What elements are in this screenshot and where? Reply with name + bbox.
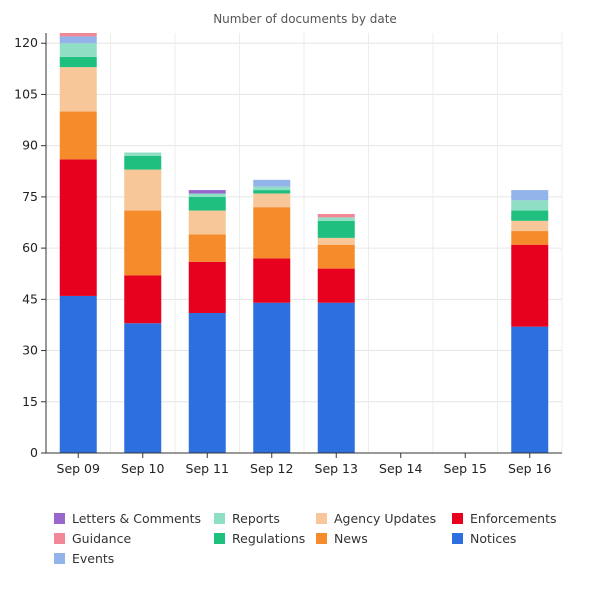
legend-label: Letters & Comments — [72, 510, 202, 526]
x-tick-label: Sep 10 — [121, 461, 164, 476]
bar-segment-news — [59, 111, 97, 160]
bar-segment-news — [511, 231, 549, 245]
legend-item-guidance[interactable]: Guidance — [54, 530, 214, 546]
bar-segment-regulations — [317, 220, 355, 238]
bar-segment-regulations — [59, 56, 97, 68]
bar-segment-agency-updates — [317, 237, 355, 245]
x-tick-label: Sep 14 — [379, 461, 422, 476]
bar-segment-agency-updates — [188, 210, 226, 235]
bar-segment-enforcements — [59, 159, 97, 296]
bar-segment-events — [511, 190, 549, 201]
legend-item-news[interactable]: News — [316, 530, 452, 546]
bar-segment-reports — [511, 200, 549, 211]
bar-segment-notices — [511, 326, 549, 453]
legend-item-enforcements[interactable]: Enforcements — [452, 510, 572, 526]
y-tick-label: 75 — [22, 189, 38, 204]
legend-item-events[interactable]: Events — [54, 550, 214, 566]
x-tick-label: Sep 09 — [57, 461, 100, 476]
legend-item-regulations[interactable]: Regulations — [214, 530, 316, 546]
y-tick-label: 15 — [22, 394, 38, 409]
legend-label: Guidance — [72, 530, 132, 546]
bar-segment-news — [124, 210, 162, 276]
legend-swatch — [54, 532, 65, 544]
bar-segment-reports — [253, 186, 291, 191]
bar-segment-news — [317, 244, 355, 269]
legend-label: Events — [72, 550, 115, 566]
y-tick-label: 105 — [14, 86, 38, 101]
bar-segment-enforcements — [124, 275, 162, 324]
chart-title: Number of documents by date — [213, 12, 397, 26]
bar-segment-notices — [124, 323, 162, 453]
bar-segment-reports — [188, 193, 226, 197]
bar-segment-agency-updates — [124, 169, 162, 211]
bar-segment-regulations — [124, 155, 162, 170]
y-tick-label: 120 — [14, 35, 38, 50]
legend-label: Agency Updates — [334, 510, 437, 526]
x-tick-label: Sep 11 — [186, 461, 229, 476]
bar-segment-guidance — [59, 33, 97, 37]
legend-label: Notices — [470, 530, 517, 546]
x-tick-label: Sep 15 — [444, 461, 487, 476]
legend-item-agency-updates[interactable]: Agency Updates — [316, 510, 452, 526]
bar-segment-notices — [317, 302, 355, 453]
y-tick-label: 0 — [30, 445, 38, 460]
bar-segment-regulations — [253, 190, 291, 194]
legend-swatch — [316, 512, 327, 524]
y-tick-label: 60 — [22, 240, 38, 255]
bar-segment-notices — [188, 313, 226, 453]
chart-legend: Letters & Comments Reports Agency Updates E… — [54, 510, 574, 566]
legend-item-notices[interactable]: Notices — [452, 530, 572, 546]
legend-swatch — [214, 532, 225, 544]
bar-segment-notices — [59, 295, 97, 453]
bar-segment-enforcements — [317, 268, 355, 303]
legend-label: Regulations — [232, 530, 306, 546]
bar-segment-letters-comments — [188, 190, 226, 194]
bar-segment-regulations — [188, 196, 226, 211]
y-tick-label: 30 — [22, 343, 38, 358]
bar-segment-agency-updates — [59, 67, 97, 112]
bar-segment-reports — [317, 217, 355, 221]
bar-segment-news — [188, 234, 226, 262]
legend-label: Reports — [232, 510, 280, 526]
bar-segment-news — [253, 207, 291, 259]
bar-segment-enforcements — [188, 261, 226, 313]
legend-label: Enforcements — [470, 510, 557, 526]
legend-swatch — [214, 512, 225, 524]
bar-segment-notices — [253, 302, 291, 453]
legend-swatch — [54, 512, 65, 524]
bar-segment-enforcements — [253, 258, 291, 303]
legend-swatch — [316, 532, 327, 544]
legend-swatch — [54, 552, 65, 564]
bar-segment-agency-updates — [511, 220, 549, 232]
bar-segment-events — [253, 179, 291, 187]
x-tick-label: Sep 13 — [315, 461, 358, 476]
legend-item-reports[interactable]: Reports — [214, 510, 316, 526]
bar-segment-regulations — [511, 210, 549, 221]
bar-segment-reports — [124, 152, 162, 156]
legend-swatch — [452, 512, 463, 524]
legend-label: News — [334, 530, 368, 546]
legend-item-letters-comments[interactable]: Letters & Comments — [54, 510, 214, 526]
y-tick-label: 45 — [22, 291, 38, 306]
bar-segment-guidance — [317, 213, 355, 218]
bar-segment-reports — [59, 43, 97, 57]
bar-segment-agency-updates — [253, 193, 291, 208]
x-tick-label: Sep 12 — [250, 461, 293, 476]
bar-segment-events — [59, 36, 97, 44]
x-tick-label: Sep 16 — [508, 461, 551, 476]
legend-swatch — [452, 532, 463, 544]
y-tick-label: 90 — [22, 138, 38, 153]
bar-segment-enforcements — [511, 244, 549, 327]
